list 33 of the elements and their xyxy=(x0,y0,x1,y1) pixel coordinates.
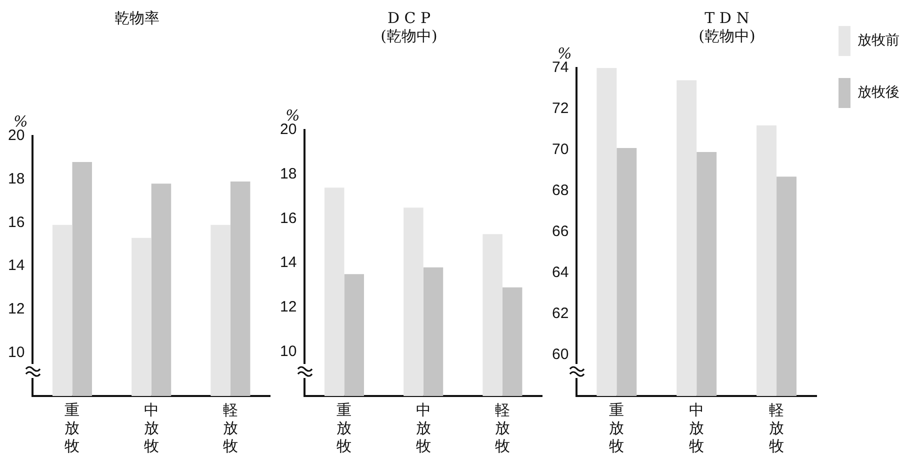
chart-title: T D N xyxy=(704,8,750,27)
x-tick-label: 軽放牧 xyxy=(222,400,238,455)
chart-subtitle: (乾物中) xyxy=(698,26,756,45)
y-tick-label: 12 xyxy=(8,300,25,318)
y-tick-label: 66 xyxy=(552,223,569,240)
y-tick-label: 68 xyxy=(552,182,569,200)
y-tick-label: 18 xyxy=(8,170,25,188)
chart-subtitle: (乾物中) xyxy=(380,26,438,45)
y-tick-label: 60 xyxy=(552,346,569,364)
legend-label: 放牧後 xyxy=(858,84,900,101)
y-tick-label: 64 xyxy=(552,264,569,282)
y-tick-label: 10 xyxy=(280,342,297,360)
x-tick-label: 中放牧 xyxy=(689,400,704,455)
y-tick-label: 18 xyxy=(280,165,297,182)
x-tick-label: 重放牧 xyxy=(336,400,352,455)
y-tick-label: 12 xyxy=(280,298,297,316)
chart-title: 乾物率 xyxy=(114,8,160,27)
x-tick-label: 重放牧 xyxy=(609,400,624,455)
y-tick-label: 10 xyxy=(8,344,25,361)
y-tick-label: 16 xyxy=(280,210,297,227)
x-tick-label: 軽放牧 xyxy=(494,400,510,455)
x-tick-label: 中放牧 xyxy=(416,400,431,455)
y-tick-label: 70 xyxy=(552,141,569,158)
y-tick-label: 14 xyxy=(280,254,297,272)
x-tick-label: 軽放牧 xyxy=(769,400,784,455)
chart-title: D C P xyxy=(387,8,431,27)
legend-label: 放牧前 xyxy=(858,32,900,49)
x-tick-label: 重放牧 xyxy=(64,400,80,455)
y-tick-label: 62 xyxy=(552,305,569,322)
y-tick-label: 16 xyxy=(8,214,25,231)
y-tick-label: 14 xyxy=(8,257,25,274)
x-tick-label: 中放牧 xyxy=(144,400,159,455)
y-tick-label: 72 xyxy=(552,100,569,118)
